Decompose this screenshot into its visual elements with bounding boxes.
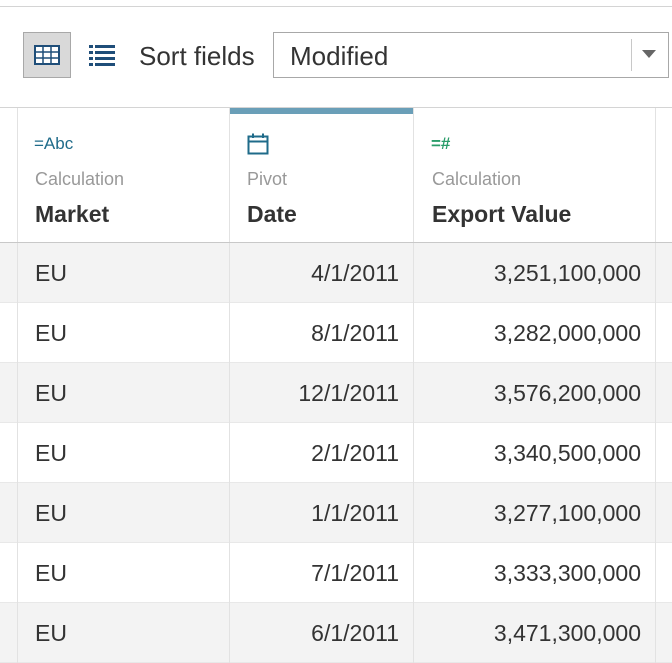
sort-fields-label: Sort fields <box>139 41 255 71</box>
table-cell-date[interactable]: 4/1/2011 <box>230 243 414 303</box>
field-name-label: Date <box>247 201 297 227</box>
table-cell-export-value[interactable]: 3,282,000,000 <box>414 303 656 363</box>
table-cell-date[interactable]: 7/1/2011 <box>230 543 414 603</box>
field-type-label: Pivot <box>247 169 288 189</box>
top-border <box>0 0 672 7</box>
table-cell-market[interactable]: EU <box>18 423 230 483</box>
chevron-down-icon[interactable] <box>642 50 656 58</box>
table-cell-market[interactable]: EU <box>18 243 230 303</box>
table-cell-previous <box>0 363 18 423</box>
table-cell-date[interactable]: 2/1/2011 <box>230 423 414 483</box>
table-cell-previous <box>0 543 18 603</box>
grid-view-button[interactable] <box>23 32 71 78</box>
sort-fields-select[interactable]: Modified <box>273 32 669 78</box>
table-cell-previous <box>0 423 18 483</box>
table-cell-market[interactable]: EU <box>18 603 230 663</box>
table-row: EU 7/1/2011 3,333,300,000 <box>0 543 672 603</box>
list-view-button[interactable] <box>80 32 124 78</box>
data-grid-toolbar: Sort fields Modified <box>0 7 672 107</box>
column-header-market[interactable]: =Abc Calculation Market <box>18 108 230 242</box>
table-cell-export-value[interactable]: 3,471,300,000 <box>414 603 656 663</box>
sort-fields-value: Modified <box>290 41 389 71</box>
table-row: EU 1/1/2011 3,277,100,000 <box>0 483 672 543</box>
table-cell-market[interactable]: EU <box>18 543 230 603</box>
field-type-label: Calculation <box>432 169 522 189</box>
field-name-label: Market <box>35 201 110 227</box>
table-cell-date[interactable]: 8/1/2011 <box>230 303 414 363</box>
column-header-row: =Abc Calculation Market Pivot Date =# Ca… <box>0 107 672 244</box>
table-cell-market[interactable]: EU <box>18 303 230 363</box>
table-row: EU 4/1/2011 3,251,100,000 <box>0 243 672 303</box>
table-cell-export-value[interactable]: 3,340,500,000 <box>414 423 656 483</box>
table-cell-export-value[interactable]: 3,251,100,000 <box>414 243 656 303</box>
field-type-label: Calculation <box>35 169 125 189</box>
column-header-next[interactable] <box>656 108 672 242</box>
table-row: EU 8/1/2011 3,282,000,000 <box>0 303 672 363</box>
select-divider <box>631 39 632 71</box>
table-cell-market[interactable]: EU <box>18 483 230 543</box>
table-cell-previous <box>0 603 18 663</box>
data-table-body: EU 4/1/2011 3,251,100,000 EU 8/1/2011 3,… <box>0 243 672 663</box>
table-cell-export-value[interactable]: 3,277,100,000 <box>414 483 656 543</box>
table-cell-date[interactable]: 6/1/2011 <box>230 603 414 663</box>
table-row: EU 12/1/2011 3,576,200,000 <box>0 363 672 423</box>
table-row: EU 2/1/2011 3,340,500,000 <box>0 423 672 483</box>
list-view-icon <box>89 45 115 66</box>
grid-view-icon <box>34 45 60 65</box>
table-cell-export-value[interactable]: 3,333,300,000 <box>414 543 656 603</box>
number-calculation-icon: =# <box>431 134 451 153</box>
string-calculation-icon: =Abc <box>34 134 74 153</box>
column-header-date[interactable]: Pivot Date <box>230 108 414 242</box>
table-cell-date[interactable]: 1/1/2011 <box>230 483 414 543</box>
table-cell-previous <box>0 303 18 363</box>
column-header-export-value[interactable]: =# Calculation Export Value <box>414 108 656 242</box>
calendar-icon <box>247 133 269 155</box>
table-cell-market[interactable]: EU <box>18 363 230 423</box>
column-header-previous[interactable] <box>0 108 18 242</box>
table-cell-previous <box>0 243 18 303</box>
table-cell-date[interactable]: 12/1/2011 <box>230 363 414 423</box>
table-cell-export-value[interactable]: 3,576,200,000 <box>414 363 656 423</box>
table-row: EU 6/1/2011 3,471,300,000 <box>0 603 672 663</box>
table-cell-previous <box>0 483 18 543</box>
field-name-label: Export Value <box>432 201 572 227</box>
